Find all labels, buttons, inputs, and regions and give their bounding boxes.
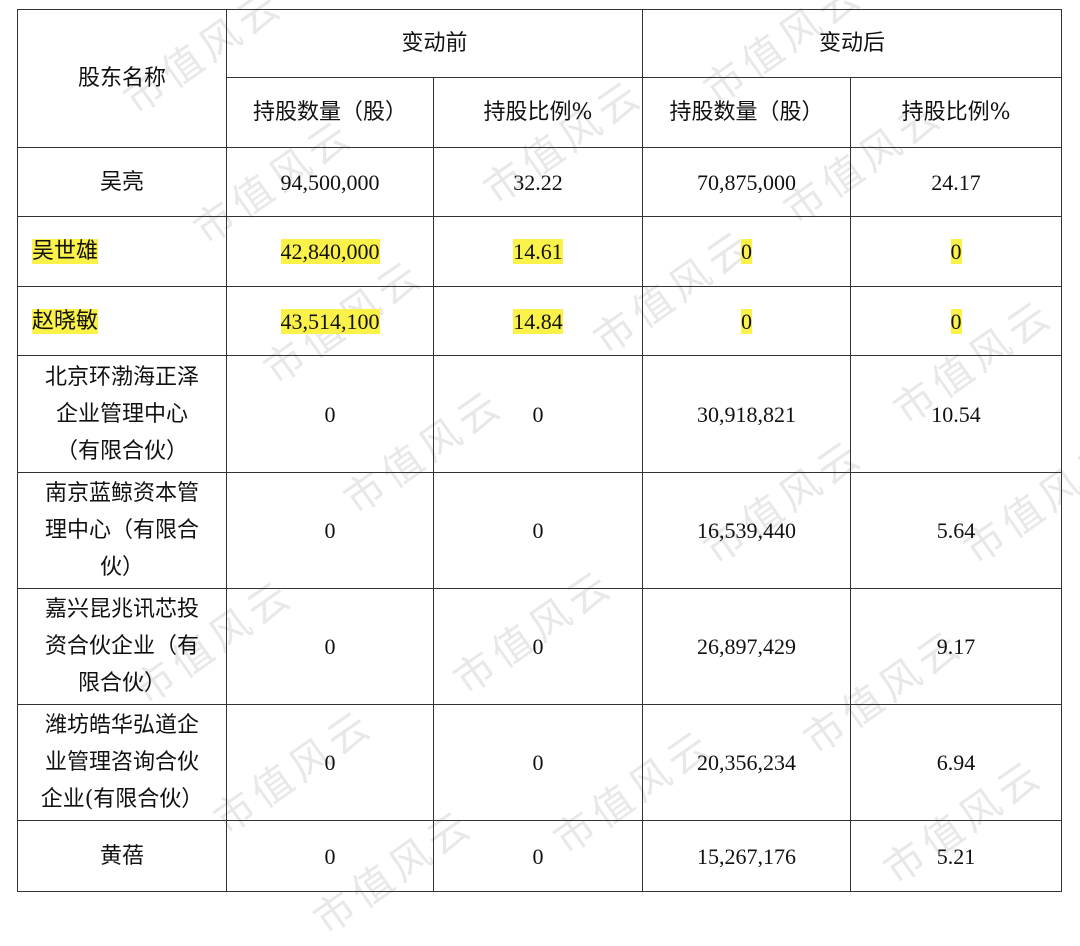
before-shares: 0 — [226, 704, 434, 821]
shareholder-name-line: 理中心（有限合 — [44, 518, 199, 543]
after-shares-cell: 0 — [642, 216, 852, 287]
after-shares: 30,918,821 — [642, 355, 852, 473]
after-shares: 0 — [741, 239, 753, 264]
before-shares: 0 — [226, 355, 434, 473]
shareholder-name: 吴世雄 — [32, 239, 99, 264]
shareholder-name-line: 潍坊皓华弘道企 — [44, 713, 199, 738]
shareholder-name: 南京蓝鲸资本管 理中心（有限合 伙） — [17, 472, 227, 589]
before-shares: 0 — [226, 820, 434, 892]
shareholder-name-line: 北京环渤海正泽 — [44, 364, 199, 390]
after-shares-cell: 0 — [642, 286, 852, 356]
before-ratio: 14.84 — [513, 308, 563, 334]
shareholder-name: 潍坊皓华弘道企 业管理咨询合伙 企业(有限合伙） — [17, 704, 227, 821]
after-ratio: 5.21 — [850, 820, 1063, 892]
table-row: 嘉兴昆兆讯芯投 资合伙企业（有 限合伙） 0 0 26,897,429 9.17 — [17, 588, 1063, 705]
table-row-highlighted: 吴世雄 42,840,000 14.61 0 0 — [17, 216, 1063, 287]
header-after-ratio: 持股比例% — [850, 77, 1063, 148]
after-shares: 26,897,429 — [642, 588, 852, 705]
shareholder-name-line: 企业管理中心 — [55, 401, 188, 427]
before-ratio: 0 — [432, 355, 644, 473]
shareholder-name-line: （有限合伙） — [55, 438, 188, 464]
before-shares: 94,500,000 — [226, 147, 434, 217]
shareholder-name: 嘉兴昆兆讯芯投 资合伙企业（有 限合伙） — [17, 588, 227, 705]
table-row: 南京蓝鲸资本管 理中心（有限合 伙） 0 0 16,539,440 5.64 — [17, 472, 1063, 589]
before-shares: 43,514,100 — [280, 308, 380, 334]
before-shares: 42,840,000 — [280, 239, 380, 264]
shareholder-name-line: 嘉兴昆兆讯芯投 — [44, 597, 199, 622]
shareholder-name: 黄蓓 — [17, 820, 227, 892]
after-ratio: 10.54 — [850, 355, 1063, 473]
shareholder-name: 北京环渤海正泽 企业管理中心 （有限合伙） — [17, 355, 227, 473]
table-row: 吴亮 94,500,000 32.22 70,875,000 24.17 — [17, 147, 1063, 217]
header-before-shares: 持股数量（股） — [226, 77, 434, 148]
shareholder-name-line: 限合伙） — [77, 671, 166, 696]
after-shares: 16,539,440 — [642, 472, 852, 589]
shareholder-name-line: 南京蓝鲸资本管 — [44, 481, 199, 506]
header-before-ratio: 持股比例% — [432, 77, 644, 148]
before-ratio-cell: 14.61 — [432, 216, 644, 287]
after-ratio: 0 — [950, 308, 962, 334]
after-ratio: 24.17 — [850, 147, 1063, 217]
shareholder-name: 赵晓敏 — [32, 308, 99, 334]
table-row: 潍坊皓华弘道企 业管理咨询合伙 企业(有限合伙） 0 0 20,356,234 … — [17, 704, 1063, 821]
table-row: 黄蓓 0 0 15,267,176 5.21 — [17, 820, 1063, 892]
before-ratio: 0 — [432, 472, 644, 589]
before-ratio: 32.22 — [432, 147, 644, 217]
shareholder-name-line: 企业(有限合伙） — [40, 787, 204, 812]
after-ratio-cell: 0 — [850, 286, 1063, 356]
after-shares: 70,875,000 — [642, 147, 852, 217]
shareholder-name-line: 伙） — [99, 555, 144, 580]
shareholder-change-table: 股东名称 变动前 变动后 持股数量（股） 持股比例% 持股数量（股） 持股比例%… — [17, 9, 1063, 892]
header-row-top: 股东名称 变动前 变动后 — [17, 9, 1063, 148]
shareholder-name-cell: 赵晓敏 — [17, 286, 227, 356]
before-shares: 0 — [226, 588, 434, 705]
after-shares: 0 — [741, 308, 753, 334]
table-row: 北京环渤海正泽 企业管理中心 （有限合伙） 0 0 30,918,821 10.… — [17, 355, 1063, 473]
before-ratio: 0 — [432, 704, 644, 821]
shareholder-name-cell: 吴世雄 — [17, 216, 227, 287]
header-before-change: 变动前 — [225, 9, 644, 78]
table-row-highlighted: 赵晓敏 43,514,100 14.84 0 0 — [17, 286, 1063, 356]
after-ratio: 5.64 — [850, 472, 1063, 589]
after-ratio: 6.94 — [850, 704, 1063, 821]
after-shares: 20,356,234 — [642, 704, 852, 821]
before-ratio-cell: 14.84 — [432, 286, 644, 356]
shareholder-name: 吴亮 — [17, 147, 227, 217]
before-shares: 0 — [226, 472, 434, 589]
header-after-change: 变动后 — [642, 9, 1063, 78]
before-ratio: 14.61 — [513, 239, 563, 264]
before-ratio: 0 — [432, 588, 644, 705]
after-ratio: 9.17 — [850, 588, 1063, 705]
header-shareholder-name: 股东名称 — [17, 9, 227, 148]
shareholder-name-line: 资合伙企业（有 — [44, 634, 199, 659]
document-page: 市值风云 市值风云 市值风云 市值风云 市值风云 市值风云 市值风云 市值风云 … — [17, 0, 1080, 944]
after-ratio-cell: 0 — [850, 216, 1063, 287]
before-shares-cell: 42,840,000 — [226, 216, 434, 287]
header-after-shares: 持股数量（股） — [642, 77, 852, 148]
shareholder-name-line: 业管理咨询合伙 — [44, 750, 199, 775]
after-ratio: 0 — [950, 239, 962, 264]
before-shares-cell: 43,514,100 — [226, 286, 434, 356]
after-shares: 15,267,176 — [642, 820, 852, 892]
before-ratio: 0 — [432, 820, 644, 892]
